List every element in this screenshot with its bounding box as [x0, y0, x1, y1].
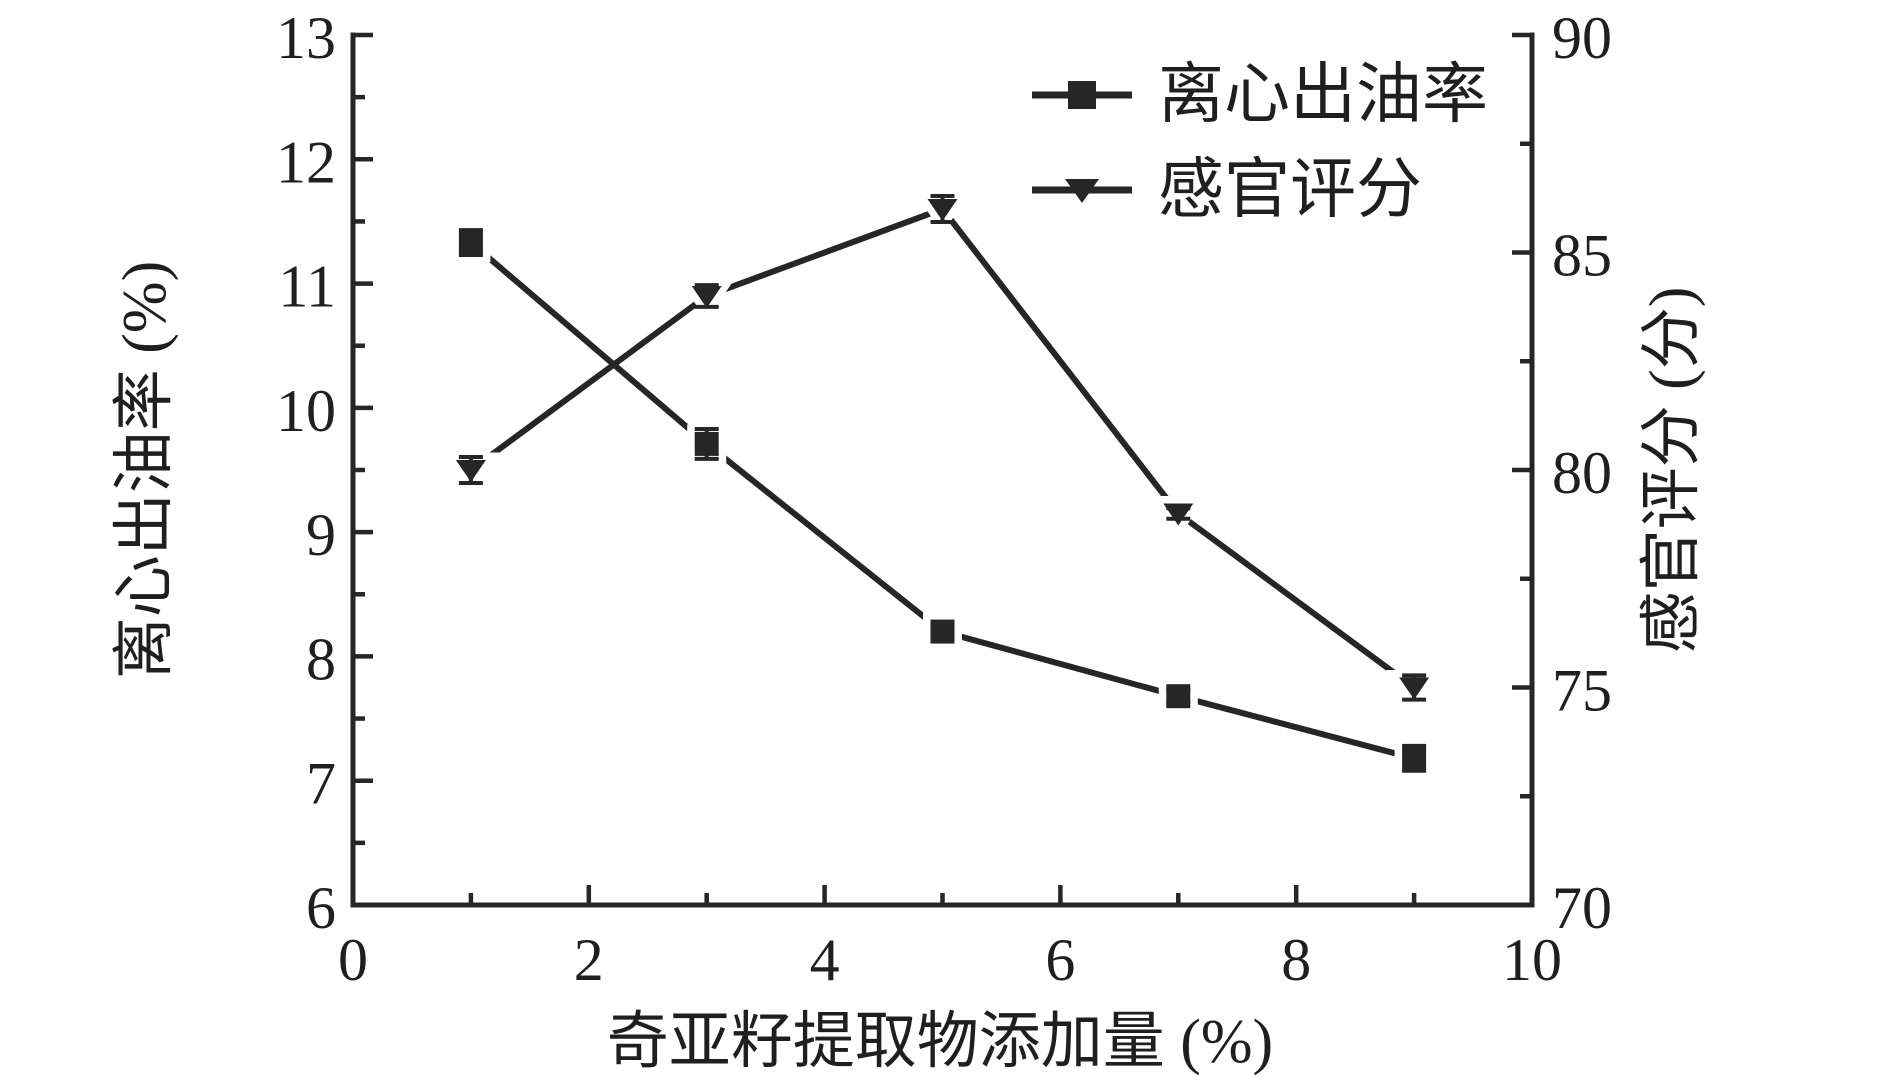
square-marker-icon [930, 619, 955, 644]
x-tick-label: 4 [810, 927, 840, 993]
square-marker-icon [694, 431, 719, 456]
triangle-down-marker-icon [691, 286, 722, 308]
x-tick-label: 2 [574, 927, 604, 993]
series-oil-yield [451, 223, 1434, 778]
legend-item-oil-yield: 离心出油率 [1032, 59, 1488, 132]
x-tick-label: 6 [1045, 927, 1075, 993]
y-right-tick-label: 85 [1552, 223, 1612, 289]
triangle-down-marker-icon [455, 460, 486, 482]
square-marker-icon [1402, 746, 1427, 771]
legend: 离心出油率 感官评分 [1032, 59, 1488, 227]
y-right-tick-label: 70 [1552, 875, 1612, 941]
y-right-tick-label: 75 [1552, 658, 1612, 724]
x-axis-title: 奇亚籽提取物添加量 (%) [607, 1008, 1273, 1076]
y-left-tick-label: 6 [306, 875, 336, 941]
y-axis-right-title: 感官评分 (分) [1638, 287, 1706, 654]
legend-item-sensory-score: 感官评分 [1032, 154, 1422, 227]
series-line [468, 240, 1415, 762]
y-axis-left-title: 离心出油率 (%) [111, 261, 179, 679]
y-right-tick-label: 80 [1552, 440, 1612, 506]
axes-layer: 0 2 4 6 8 10 6 7 8 9 10 11 12 13 70 75 80 85 90 [276, 5, 1612, 993]
triangle-down-marker-icon [1399, 677, 1430, 700]
y-left-tick-label: 12 [276, 129, 336, 195]
y-left-tick-label: 9 [306, 502, 336, 568]
triangle-down-marker-icon [1163, 503, 1194, 526]
legend-label-oil-yield: 离心出油率 [1158, 59, 1488, 132]
square-marker-icon [1166, 684, 1191, 709]
square-marker-icon [458, 230, 483, 255]
x-tick-label: 0 [338, 927, 368, 993]
x-tick-label: 8 [1281, 927, 1311, 993]
y-left-tick-label: 8 [306, 626, 336, 692]
x-tick-label: 10 [1502, 927, 1562, 993]
y-left-tick-label: 13 [276, 5, 336, 71]
series-sensory-score [442, 191, 1443, 713]
y-right-tick-label: 90 [1552, 5, 1612, 71]
y-left-tick-label: 11 [278, 254, 336, 320]
series-layer [442, 191, 1443, 778]
legend-triangle-down-marker-icon [1065, 179, 1099, 203]
legend-label-sensory-score: 感官评分 [1158, 154, 1422, 227]
y-left-tick-label: 7 [306, 751, 336, 817]
y-left-tick-label: 10 [276, 378, 336, 444]
legend-square-marker-icon [1068, 81, 1096, 109]
triangle-down-marker-icon [927, 199, 958, 221]
